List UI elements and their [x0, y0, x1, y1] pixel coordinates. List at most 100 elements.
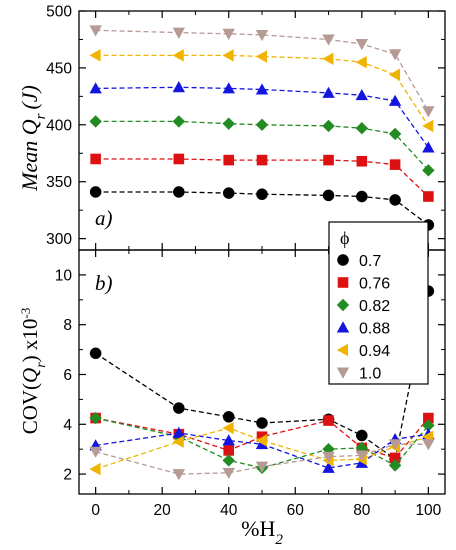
bottom-data-point: [355, 450, 369, 462]
top-data-point: [388, 68, 401, 81]
bottom-panel-label: b): [95, 271, 113, 295]
top-series-line: [95, 86, 429, 148]
top-data-point: [173, 153, 185, 165]
top-data-point: [89, 49, 101, 62]
bottom-data-point: [356, 429, 368, 442]
legend-entry-0.82: 0.82: [336, 298, 390, 315]
top-ytick-label: 350: [46, 174, 72, 191]
legend-marker: [336, 321, 350, 333]
legend-entries: 0.7 0.76 0.82 0.88 0.94 1.0: [336, 253, 390, 383]
top-data-point: [422, 106, 435, 118]
top-data-point: [172, 49, 184, 62]
legend-marker: [336, 367, 350, 379]
bottom-data-point: [89, 347, 102, 360]
bottom-data-point: [255, 461, 269, 473]
top-data-point: [322, 86, 335, 98]
top-series-0.76: [90, 153, 434, 202]
bottom-series-layer: [89, 285, 435, 481]
top-ytick-label: 500: [46, 4, 72, 21]
x-axis-label: %H2: [241, 516, 283, 548]
top-series-line: [95, 29, 429, 112]
top-data-point: [356, 155, 368, 167]
legend-marker: [337, 277, 349, 288]
bottom-data-point: [223, 445, 235, 456]
top-data-point: [355, 39, 369, 51]
top-data-point: [255, 118, 269, 132]
top-series-line: [95, 158, 429, 197]
top-data-point: [255, 83, 269, 95]
legend-label: 1.0: [359, 366, 381, 383]
top-series-0.88: [89, 81, 435, 153]
top-data-point: [255, 50, 267, 63]
bottom-data-point: [422, 419, 435, 432]
top-data-point: [90, 153, 101, 165]
bottom-data-point: [222, 467, 235, 480]
top-data-point: [422, 119, 434, 133]
legend-entry-0.7: 0.7: [337, 253, 381, 270]
bottom-data-point: [322, 461, 335, 473]
top-series-0.94: [89, 49, 434, 133]
top-data-point: [422, 164, 435, 177]
bottom-data-point: [422, 439, 435, 451]
top-data-point: [256, 154, 268, 166]
legend-title: ϕ: [340, 228, 349, 248]
top-data-point: [173, 186, 185, 198]
legend-label: 0.82: [359, 298, 390, 315]
top-series-0.7: [89, 186, 435, 231]
bottom-data-point: [222, 411, 235, 423]
legend-entry-0.88: 0.88: [336, 321, 390, 338]
bottom-ytick-label: 4: [63, 417, 72, 434]
bottom-data-point: [255, 434, 267, 447]
bottom-data-point: [256, 431, 268, 443]
top-data-point: [388, 49, 402, 61]
top-data-point: [172, 27, 186, 39]
top-series-line: [95, 191, 429, 226]
top-data-point: [389, 159, 401, 170]
top-data-point: [423, 191, 434, 202]
legend-label: 0.76: [359, 276, 390, 293]
bottom-ytick-label: 8: [63, 317, 72, 334]
legend-entry-0.76: 0.76: [337, 276, 390, 293]
top-data-point: [172, 81, 186, 93]
legend-label: 0.94: [359, 343, 390, 360]
legend-marker: [336, 298, 350, 312]
xtick-label: 100: [415, 502, 441, 519]
top-ytick-label: 400: [46, 117, 72, 134]
bottom-data-point: [222, 421, 234, 435]
top-ytick-label: 300: [46, 231, 72, 248]
bottom-data-point: [222, 434, 235, 446]
top-data-point: [89, 25, 102, 37]
top-data-point: [388, 94, 402, 106]
bottom-data-point: [89, 446, 102, 458]
bottom-data-point: [172, 435, 184, 448]
top-data-point: [389, 194, 401, 206]
bottom-series-line: [95, 417, 429, 469]
bottom-series-1.0: [89, 439, 435, 481]
bottom-data-point: [89, 462, 101, 476]
legend: ϕ 0.7 0.76 0.82 0.88 0.94 1.0: [328, 221, 429, 385]
top-data-point: [422, 141, 435, 153]
top-data-point: [355, 89, 369, 101]
top-data-point: [222, 117, 235, 130]
legend-entry-0.94: 0.94: [336, 343, 390, 360]
top-data-point: [322, 52, 334, 65]
top-data-point: [355, 122, 369, 135]
bottom-data-point: [173, 402, 185, 414]
top-data-point: [172, 115, 186, 128]
xtick-label: 0: [91, 502, 100, 519]
top-data-point: [355, 56, 367, 69]
top-data-point: [322, 119, 335, 133]
bottom-ylabel: COV(Qr) x10-3: [18, 308, 49, 435]
top-data-point: [89, 82, 102, 94]
legend-marker: [337, 254, 349, 266]
top-series-0.82: [89, 115, 435, 177]
top-data-point: [89, 115, 102, 128]
top-data-point: [323, 154, 334, 166]
top-data-point: [322, 34, 335, 46]
bottom-data-point: [89, 411, 102, 425]
bottom-data-point: [256, 417, 268, 429]
bottom-data-point: [388, 459, 402, 472]
bottom-series-line: [95, 417, 429, 459]
